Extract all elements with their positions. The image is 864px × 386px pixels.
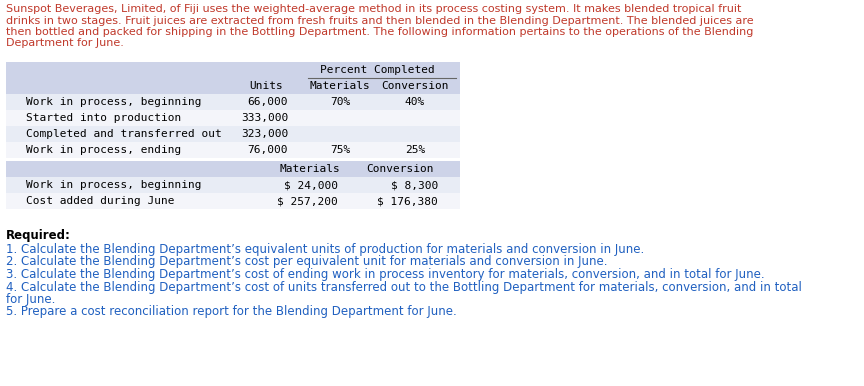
Text: for June.: for June. [6, 293, 55, 306]
Text: 40%: 40% [405, 97, 425, 107]
Text: 5. Prepare a cost reconciliation report for the Blending Department for June.: 5. Prepare a cost reconciliation report … [6, 305, 457, 318]
Text: $ 257,200: $ 257,200 [277, 196, 338, 206]
Text: Department for June.: Department for June. [6, 39, 124, 49]
FancyBboxPatch shape [6, 94, 460, 110]
Text: $ 8,300: $ 8,300 [391, 180, 438, 190]
Text: Sunspot Beverages, Limited, of Fiji uses the weighted-average method in its proc: Sunspot Beverages, Limited, of Fiji uses… [6, 4, 741, 14]
Text: 66,000: 66,000 [247, 97, 288, 107]
Text: Cost added during June: Cost added during June [26, 196, 175, 206]
Text: 2. Calculate the Blending Department’s cost per equivalent unit for materials an: 2. Calculate the Blending Department’s c… [6, 256, 607, 269]
FancyBboxPatch shape [6, 126, 460, 142]
FancyBboxPatch shape [6, 177, 460, 193]
Text: Percent Completed: Percent Completed [321, 65, 435, 75]
FancyBboxPatch shape [6, 142, 460, 158]
FancyBboxPatch shape [6, 110, 460, 126]
Text: 1. Calculate the Blending Department’s equivalent units of production for materi: 1. Calculate the Blending Department’s e… [6, 243, 645, 256]
FancyBboxPatch shape [6, 78, 460, 94]
Text: Work in process, beginning: Work in process, beginning [26, 97, 201, 107]
Text: Conversion: Conversion [366, 164, 434, 174]
Text: Completed and transferred out: Completed and transferred out [26, 129, 222, 139]
Text: $ 176,380: $ 176,380 [378, 196, 438, 206]
Text: Work in process, ending: Work in process, ending [26, 145, 181, 155]
FancyBboxPatch shape [6, 161, 460, 177]
FancyBboxPatch shape [6, 193, 460, 209]
Text: 75%: 75% [330, 145, 350, 155]
Text: Required:: Required: [6, 229, 71, 242]
Text: 323,000: 323,000 [241, 129, 288, 139]
Text: Started into production: Started into production [26, 113, 181, 123]
Text: Conversion: Conversion [381, 81, 448, 91]
Text: Materials: Materials [309, 81, 371, 91]
Text: 76,000: 76,000 [247, 145, 288, 155]
Text: then bottled and packed for shipping in the Bottling Department. The following i: then bottled and packed for shipping in … [6, 27, 753, 37]
Text: 4. Calculate the Blending Department’s cost of units transferred out to the Bott: 4. Calculate the Blending Department’s c… [6, 281, 802, 293]
FancyBboxPatch shape [6, 62, 460, 78]
Text: 25%: 25% [405, 145, 425, 155]
Text: Work in process, beginning: Work in process, beginning [26, 180, 201, 190]
Text: 333,000: 333,000 [241, 113, 288, 123]
Text: Materials: Materials [280, 164, 340, 174]
Text: drinks in two stages. Fruit juices are extracted from fresh fruits and then blen: drinks in two stages. Fruit juices are e… [6, 15, 753, 25]
Text: $ 24,000: $ 24,000 [284, 180, 338, 190]
Text: Units: Units [249, 81, 283, 91]
Text: 70%: 70% [330, 97, 350, 107]
Text: 3. Calculate the Blending Department’s cost of ending work in process inventory : 3. Calculate the Blending Department’s c… [6, 268, 765, 281]
